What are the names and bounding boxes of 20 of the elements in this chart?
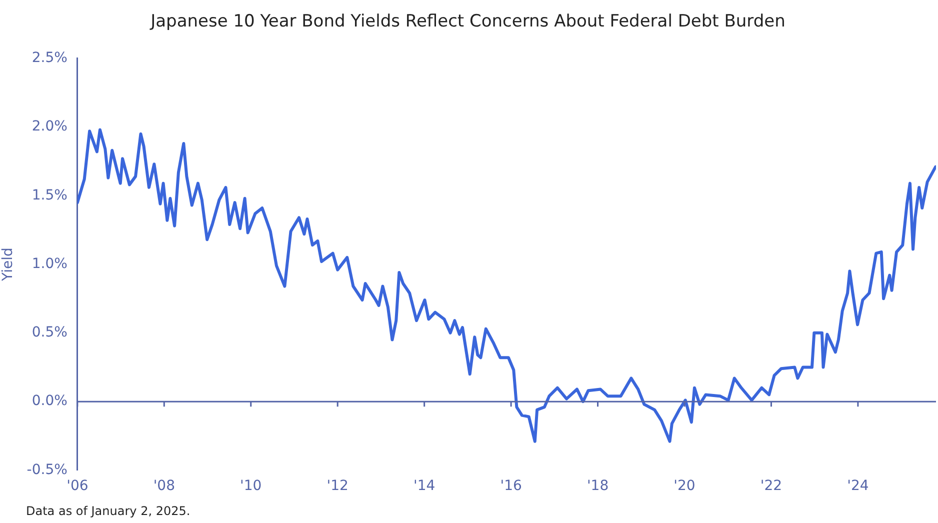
y-tick-label: 2.0%	[32, 118, 68, 135]
x-tick-label: '10	[240, 478, 262, 494]
x-tick-label: '24	[847, 478, 869, 494]
x-tick-label: '22	[760, 478, 782, 494]
chart-title: Japanese 10 Year Bond Yields Reflect Concerns About Federal Debt Burden	[150, 12, 786, 32]
x-tick-label: '20	[674, 478, 696, 494]
y-tick-label: 1.0%	[32, 256, 68, 272]
y-tick-label: 0.5%	[32, 324, 68, 341]
text: Data as of January 2, 2025.	[26, 504, 190, 518]
x-tick-label: '08	[153, 478, 175, 494]
x-tick-label: '18	[586, 478, 609, 494]
y-axis-title: Yield	[0, 248, 16, 282]
y-tick-label: -0.5%	[26, 462, 68, 478]
y-tick-label: 2.5%	[32, 50, 68, 66]
x-tick-label: '12	[326, 478, 348, 494]
y-tick-label: 1.5%	[32, 187, 68, 204]
x-tick-label: '06	[66, 478, 88, 494]
y-tick-label: 0.0%	[32, 393, 68, 410]
x-tick-label: '16	[500, 478, 522, 494]
x-tick-label: '14	[413, 478, 436, 494]
